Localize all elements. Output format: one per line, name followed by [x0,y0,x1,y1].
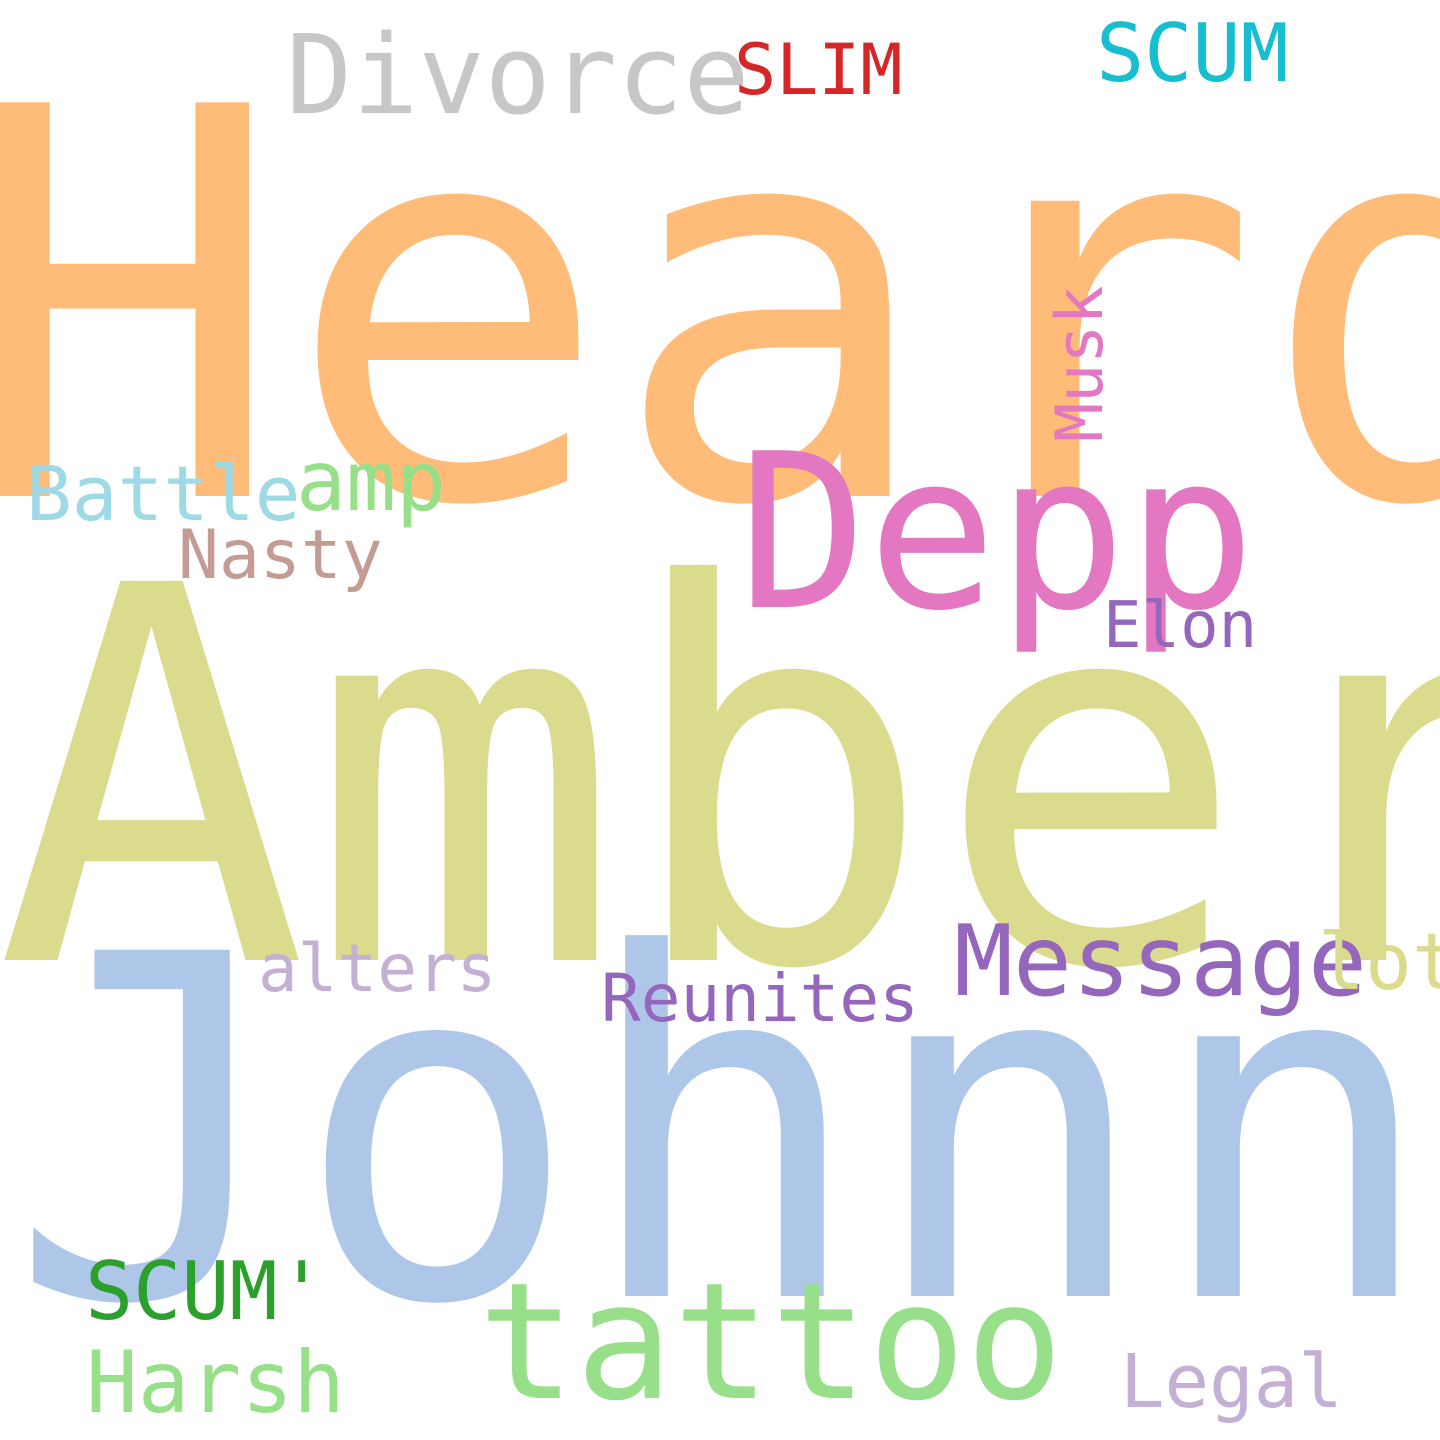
word-elon: Elon [1103,589,1258,663]
word-scum2: SCUM' [85,1245,326,1338]
word-depp: Depp [738,407,1256,658]
word-slim: SLIM [734,29,903,111]
word-heard: Heard [0,0,1440,624]
word-message: Message [954,905,1368,1019]
word-nasty: Nasty [178,516,383,595]
word-musk: Musk [1043,285,1118,442]
word-lot: lot [1318,918,1440,1008]
word-amp: amp [296,433,446,530]
word-reunites: Reunites [601,960,919,1037]
word-tattoo: tattoo [478,1249,1064,1437]
word-johnny: Johnny [8,856,1440,1409]
word-alters: alters [258,930,497,1007]
word-battle: Battle [26,449,301,538]
word-harsh: Harsh [86,1333,345,1433]
word-legal: Legal [1120,1339,1343,1425]
word-amber: Amber [0,477,1440,1083]
word-scum: SCUM [1096,7,1289,100]
word-divorce: Divorce [286,11,750,139]
